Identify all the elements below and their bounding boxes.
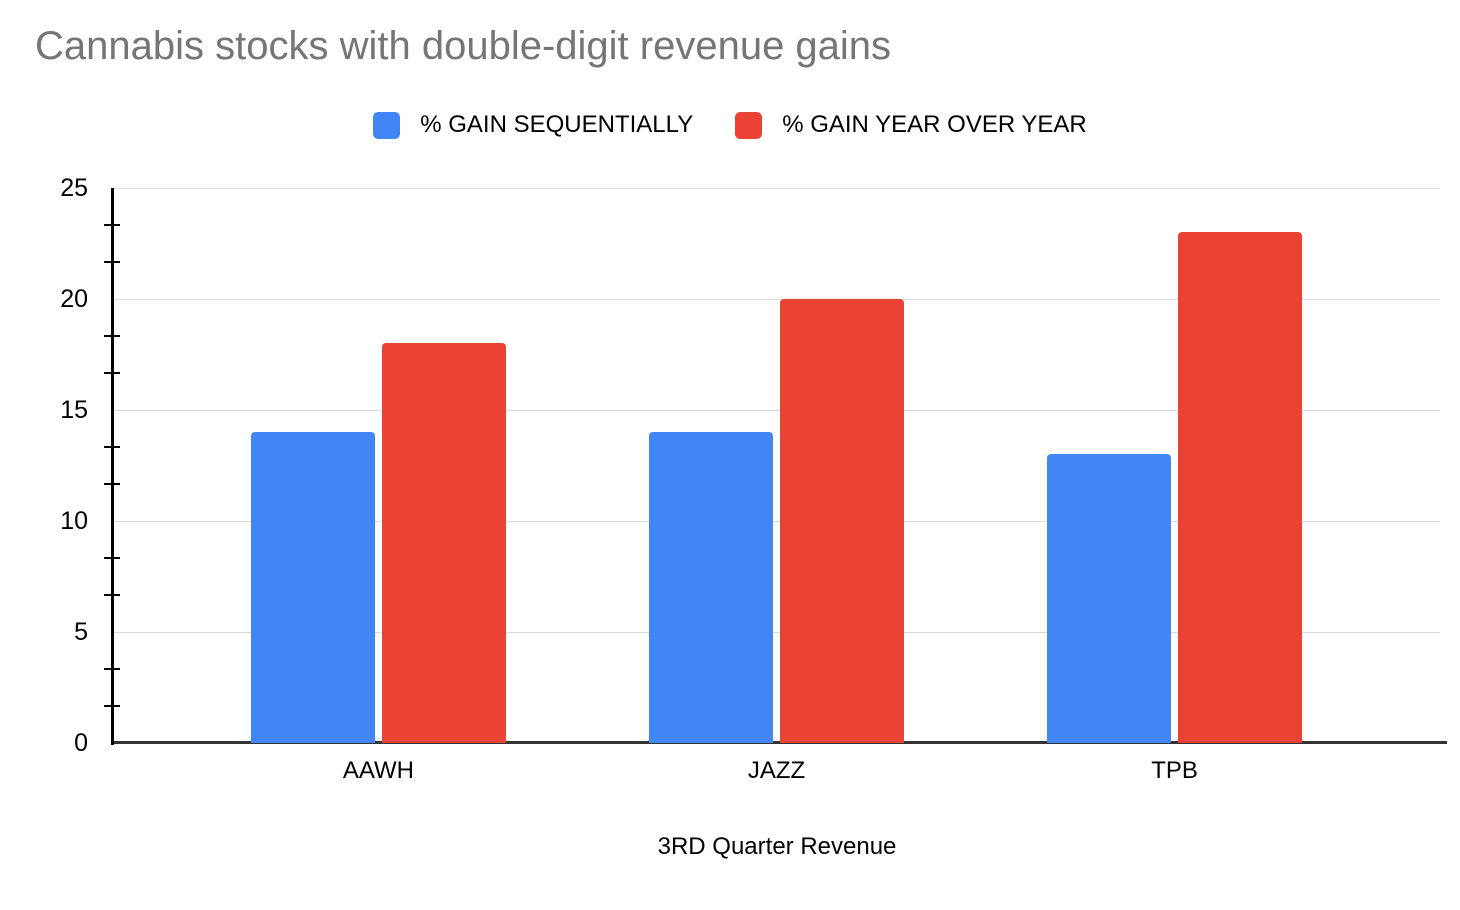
legend-item-gain-sequentially: % GAIN SEQUENTIALLY (373, 111, 693, 139)
gridline-5 (113, 632, 1440, 633)
y-axis-minor-tick (104, 224, 120, 226)
x-axis-baseline (112, 741, 1447, 744)
legend-swatch-blue (373, 111, 401, 139)
y-axis-tick-label-5: 5 (74, 618, 88, 646)
y-axis-line (111, 188, 114, 745)
x-axis-category-label-tpb: TPB (1151, 757, 1198, 784)
legend-label-gain-year-over-year: % GAIN YEAR OVER YEAR (782, 111, 1087, 138)
x-axis-category-label-jazz: JAZZ (747, 757, 806, 784)
y-axis-minor-tick (104, 483, 120, 485)
y-axis-tick-label-10: 10 (60, 507, 88, 535)
gridline-10 (113, 521, 1440, 522)
legend-swatch-red (735, 111, 763, 139)
bar-gain-year-over-year-jazz (780, 299, 904, 743)
y-axis-minor-tick (104, 668, 120, 670)
y-axis-minor-tick (104, 335, 120, 337)
bar-gain-sequentially-jazz (649, 432, 773, 743)
bar-gain-sequentially-tpb (1047, 454, 1172, 743)
gridline-15 (113, 410, 1440, 411)
y-axis-tick-label-15: 15 (60, 396, 88, 424)
legend-label-gain-sequentially: % GAIN SEQUENTIALLY (420, 111, 694, 138)
y-axis-minor-tick (104, 446, 120, 448)
x-axis-category-label-aawh: AAWH (342, 757, 414, 784)
chart-title: Cannabis stocks with double-digit revenu… (35, 24, 892, 68)
bar-gain-year-over-year-aawh (381, 343, 506, 743)
legend-item-gain-year-over-year: % GAIN YEAR OVER YEAR (735, 111, 1087, 139)
y-axis-minor-tick (104, 261, 120, 263)
y-axis-minor-tick (104, 372, 120, 374)
bar-gain-year-over-year-tpb (1178, 232, 1303, 743)
x-axis-title: 3RD Quarter Revenue (657, 833, 897, 860)
y-axis-tick-label-20: 20 (60, 285, 88, 313)
y-axis-minor-tick (104, 557, 120, 559)
bar-gain-sequentially-aawh (250, 432, 375, 743)
plot-area: 0 5 10 15 20 25 AAWH JAZZ TPB (60, 176, 1447, 784)
gridline-25 (113, 188, 1440, 189)
y-axis-tick-label-0: 0 (74, 729, 88, 757)
y-axis-minor-tick (104, 705, 120, 707)
legend: % GAIN SEQUENTIALLY % GAIN YEAR OVER YEA… (0, 108, 1460, 142)
gridline-20 (113, 299, 1440, 300)
y-axis-tick-label-25: 25 (60, 174, 88, 202)
y-axis-minor-tick (104, 594, 120, 596)
